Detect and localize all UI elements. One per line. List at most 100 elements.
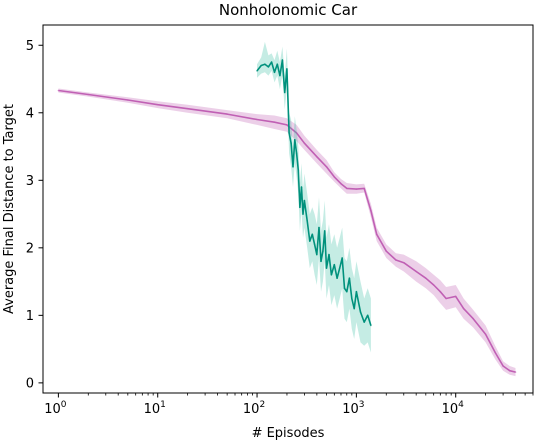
series-1-point xyxy=(292,166,294,168)
series-0-point xyxy=(333,176,336,178)
x-tick-label: 101 xyxy=(144,400,166,417)
series-0-point xyxy=(454,295,457,298)
series-0-point xyxy=(295,132,298,134)
series-1-point xyxy=(294,139,296,141)
series-0-point xyxy=(439,290,442,293)
series-0-point xyxy=(432,284,435,286)
series-1-point xyxy=(283,91,286,94)
series-0-point xyxy=(156,103,159,106)
series-0-point xyxy=(325,166,328,168)
series-1-point xyxy=(320,260,322,263)
series-1-point xyxy=(341,257,344,259)
series-1-point xyxy=(363,321,366,323)
x-axis-label: # Episodes xyxy=(252,426,325,440)
series-1-point xyxy=(264,63,266,65)
series-1-point xyxy=(348,277,351,280)
series-0-point xyxy=(226,113,228,115)
series-0-point xyxy=(415,270,418,273)
series-1-point xyxy=(366,314,369,317)
x-tick-label: 100 xyxy=(44,400,67,417)
x-tick-label: 103 xyxy=(342,400,364,417)
series-1-point xyxy=(273,71,276,74)
x-tick-label: 104 xyxy=(442,400,465,417)
series-0-point xyxy=(395,259,397,261)
series-0-point xyxy=(127,99,129,101)
series-1-point xyxy=(306,220,309,222)
series-1-point xyxy=(328,253,330,256)
series-1-point xyxy=(300,186,303,188)
series-1-point xyxy=(313,243,316,246)
series-0-point xyxy=(494,351,497,354)
series-1-band xyxy=(257,41,371,353)
series-1-point xyxy=(323,230,326,232)
series-1-point xyxy=(338,267,341,269)
series-0-point xyxy=(370,209,372,212)
series-1-point xyxy=(353,307,356,310)
series-0-point xyxy=(286,124,288,126)
series-1-point xyxy=(316,253,318,256)
series-1-point xyxy=(260,64,263,67)
chart-title: Nonholonomic Car xyxy=(219,1,358,19)
series-0-point xyxy=(57,89,60,92)
series-0-point xyxy=(186,107,189,110)
series-0-point xyxy=(385,250,388,252)
series-1-point xyxy=(302,213,304,215)
series-0-point xyxy=(363,187,366,190)
series-1-point xyxy=(295,152,298,155)
series-1-point xyxy=(355,290,358,293)
series-1-point xyxy=(370,324,372,327)
series-0-point xyxy=(340,182,342,185)
series-0-point xyxy=(355,188,358,190)
series-1-point xyxy=(346,290,348,293)
series-1-point xyxy=(311,233,314,236)
series-0-line xyxy=(58,89,516,373)
series-1-point xyxy=(343,287,346,290)
series-1-point xyxy=(297,169,300,171)
series-0-point xyxy=(502,365,504,367)
series-1-point xyxy=(288,132,290,134)
series-1-point xyxy=(267,66,270,68)
series-0-point xyxy=(508,369,511,372)
series-0-point xyxy=(484,333,487,336)
series-1-point xyxy=(299,206,301,209)
series-1-point xyxy=(318,226,320,229)
series-0-point xyxy=(256,118,258,121)
y-tick-label: 3 xyxy=(26,174,34,189)
series-1-point xyxy=(336,277,338,280)
series-1-point xyxy=(276,63,279,65)
series-0-point xyxy=(273,121,276,123)
series-0-point xyxy=(445,297,447,300)
y-tick-label: 2 xyxy=(26,241,34,256)
series-0-point xyxy=(316,155,318,158)
series-1-point xyxy=(303,199,306,202)
series-0-point xyxy=(425,277,427,280)
x-axis: 100 101 102 103 104 xyxy=(44,393,534,417)
series-1-point xyxy=(333,263,336,266)
series-0-point xyxy=(403,261,405,264)
series-1-point xyxy=(359,311,362,313)
series-1-point xyxy=(325,267,328,269)
series-0-point xyxy=(472,317,475,320)
y-axis: 0 1 2 3 4 5 xyxy=(26,39,43,391)
y-tick-label: 5 xyxy=(26,39,34,54)
series-0-point xyxy=(462,307,465,310)
plot-frame xyxy=(42,24,534,394)
y-tick-label: 0 xyxy=(26,376,34,391)
series-1-point xyxy=(322,250,324,252)
series-1-point xyxy=(309,240,311,242)
series-1-point xyxy=(330,274,333,276)
x-tick-label: 102 xyxy=(243,400,265,417)
series-0-point xyxy=(303,142,306,144)
series-1-point xyxy=(351,297,353,300)
series-1-point xyxy=(256,70,258,72)
plot-area xyxy=(57,41,517,377)
y-axis-label: Average Final Distance to Target xyxy=(2,104,17,314)
series-0-point xyxy=(87,93,90,96)
series-1-point xyxy=(270,61,273,63)
series-0-point xyxy=(346,187,348,190)
series-1-point xyxy=(281,59,284,61)
series-1-point xyxy=(290,142,292,144)
